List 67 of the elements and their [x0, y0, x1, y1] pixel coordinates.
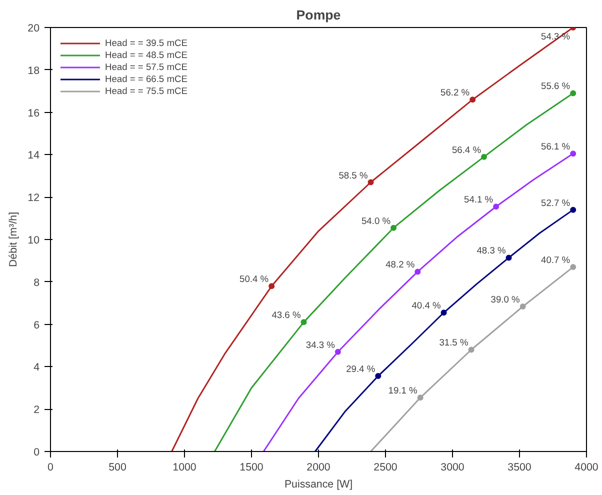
point [506, 254, 512, 261]
y-tick-label: 14 [28, 150, 40, 162]
point [440, 310, 447, 316]
annotation: 54.3 % [541, 32, 570, 42]
x-axis-title: Puissance [W] [284, 478, 353, 490]
annotation: 52.7 % [541, 198, 570, 208]
legend-label: Head = = 75.5 mCE [105, 85, 188, 97]
annotation: 54.0 % [362, 216, 391, 226]
y-tick-label: 2 [34, 404, 40, 416]
x-tick-label: 1500 [240, 462, 264, 474]
point [268, 283, 275, 290]
point [334, 348, 341, 355]
point [375, 373, 382, 380]
x-tick-label: 3500 [508, 462, 532, 474]
annotation: 40.4 % [412, 300, 441, 311]
point [520, 303, 526, 310]
x-tick-label: 2500 [374, 462, 398, 474]
legend-label: Head = = 39.5 mCE [105, 37, 188, 49]
point [414, 268, 421, 275]
legend-label: Head = = 66.5 mCE [105, 73, 188, 85]
annotation: 54.1 % [464, 194, 494, 205]
x-tick-label: 2000 [306, 462, 330, 474]
annotation: 55.6 % [541, 81, 570, 92]
x-tick-label: 0 [48, 462, 54, 474]
annotation: 48.2 % [386, 260, 415, 270]
chart-title: Pompe [296, 8, 341, 22]
annotation: 19.1 % [388, 386, 418, 396]
point [493, 204, 500, 210]
annotation: 31.5 % [439, 338, 468, 348]
x-tick-label: 4000 [574, 462, 598, 474]
point [368, 179, 374, 186]
point [300, 319, 307, 326]
point [470, 96, 476, 103]
annotation: 50.4 % [240, 274, 269, 284]
y-tick-label: 20 [28, 22, 40, 34]
y-tick-label: 4 [34, 362, 40, 374]
annotation: 40.7 % [541, 255, 570, 266]
x-tick-label: 1000 [172, 462, 196, 474]
annotation: 58.5 % [338, 170, 368, 180]
point [570, 150, 576, 157]
point [468, 346, 474, 353]
y-tick-label: 16 [28, 107, 40, 120]
annotation: 39.0 % [490, 294, 520, 304]
x-tick-label: 500 [108, 462, 126, 474]
y-tick-label: 18 [28, 64, 40, 77]
point [570, 264, 576, 270]
y-tick-label: 8 [34, 276, 40, 289]
annotation: 56.1 % [541, 142, 570, 152]
point [570, 90, 576, 96]
annotation: 56.2 % [440, 88, 470, 98]
y-tick-label: 12 [28, 192, 40, 204]
y-axis-title: Débit [m³/h] [8, 212, 20, 268]
annotation: 43.6 % [272, 310, 301, 320]
point [570, 206, 576, 213]
annotation: 56.4 % [452, 144, 481, 155]
annotation: 34.3 % [306, 340, 335, 350]
legend-label: Head = = 57.5 mCE [105, 61, 188, 73]
y-tick-label: 6 [34, 319, 40, 332]
point [390, 224, 397, 231]
y-tick-label: 10 [28, 234, 40, 246]
x-tick-label: 3000 [440, 462, 464, 474]
legend-label: Head = = 48.5 mCE [105, 49, 188, 61]
annotation: 29.4 % [346, 364, 376, 374]
point [417, 394, 424, 401]
y-tick-label: 0 [34, 446, 40, 458]
point [480, 154, 487, 160]
annotation: 48.3 % [476, 246, 506, 256]
